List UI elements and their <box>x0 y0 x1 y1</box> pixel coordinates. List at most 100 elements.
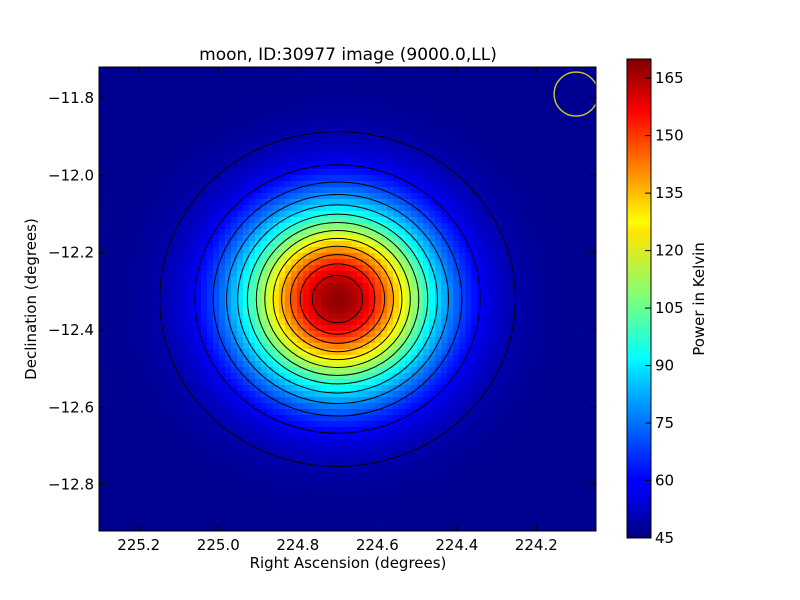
heatmap-cell <box>441 229 448 236</box>
heatmap-cell <box>549 103 556 110</box>
heatmap-cell <box>285 415 292 422</box>
heatmap-cell <box>363 103 370 110</box>
heatmap-cell <box>591 193 596 200</box>
heatmap-cell <box>129 229 136 236</box>
heatmap-cell <box>105 163 112 170</box>
heatmap-cell <box>429 319 436 326</box>
heatmap-cell <box>123 217 130 224</box>
heatmap-cell <box>447 175 454 182</box>
heatmap-cell <box>321 115 328 122</box>
heatmap-cell <box>441 151 448 158</box>
heatmap-cell <box>375 271 382 278</box>
heatmap-cell <box>375 193 382 200</box>
heatmap-cell <box>243 151 250 158</box>
heatmap-cell <box>219 265 226 272</box>
heatmap-cell <box>447 187 454 194</box>
heatmap-cell <box>111 181 118 188</box>
heatmap-cell <box>219 109 226 116</box>
heatmap-cell <box>399 409 406 416</box>
heatmap-cell <box>387 307 394 314</box>
heatmap-cell <box>171 175 178 182</box>
heatmap-cell <box>189 253 196 260</box>
heatmap-cell <box>117 217 124 224</box>
heatmap-cell <box>435 145 442 152</box>
heatmap-cell <box>483 151 490 158</box>
heatmap-cell <box>591 289 596 296</box>
heatmap-cell <box>471 331 478 338</box>
heatmap-cell <box>231 253 238 260</box>
heatmap-cell <box>327 421 334 428</box>
heatmap-cell <box>237 301 244 308</box>
heatmap-cell <box>441 103 448 110</box>
heatmap-cell <box>423 325 430 332</box>
heatmap-cell <box>429 103 436 110</box>
heatmap-cell <box>519 133 526 140</box>
heatmap-cell <box>99 277 106 284</box>
heatmap-cell <box>135 175 142 182</box>
heatmap-cell <box>549 421 556 428</box>
heatmap-cell <box>483 67 490 74</box>
heatmap-cell <box>135 283 142 290</box>
heatmap-cell <box>273 97 280 104</box>
heatmap-cell <box>159 67 166 74</box>
heatmap-cell <box>369 319 376 326</box>
heatmap-cell <box>531 235 538 242</box>
heatmap-cell <box>447 367 454 374</box>
heatmap-cell <box>393 151 400 158</box>
heatmap-cell <box>315 277 322 284</box>
heatmap-cell <box>219 367 226 374</box>
heatmap-cell <box>465 151 472 158</box>
heatmap-cell <box>309 289 316 296</box>
heatmap-cell <box>393 235 400 242</box>
heatmap-cell <box>477 367 484 374</box>
heatmap-cell <box>213 289 220 296</box>
heatmap-cell <box>375 253 382 260</box>
heatmap-cell <box>153 379 160 386</box>
heatmap-cell <box>159 127 166 134</box>
heatmap-cell <box>429 331 436 338</box>
heatmap-cell <box>531 385 538 392</box>
heatmap-cell <box>489 313 496 320</box>
heatmap-cell <box>159 121 166 128</box>
heatmap-cell <box>279 67 286 74</box>
heatmap-cell <box>549 109 556 116</box>
heatmap-cell <box>309 355 316 362</box>
heatmap-cell <box>435 151 442 158</box>
heatmap-cell <box>255 193 262 200</box>
heatmap-cell <box>567 85 574 92</box>
heatmap-cell <box>501 283 508 290</box>
heatmap-cell <box>267 199 274 206</box>
heatmap-cell <box>201 373 208 380</box>
heatmap-cell <box>189 235 196 242</box>
heatmap-cell <box>579 163 586 170</box>
heatmap-cell <box>237 97 244 104</box>
heatmap-cell <box>549 265 556 272</box>
heatmap-cell <box>333 421 340 428</box>
heatmap-cell <box>267 301 274 308</box>
heatmap-cell <box>183 409 190 416</box>
heatmap-cell <box>501 157 508 164</box>
heatmap-cell <box>195 259 202 266</box>
heatmap-cell <box>279 325 286 332</box>
heatmap-cell <box>375 247 382 254</box>
heatmap-cell <box>309 193 316 200</box>
heatmap-cell <box>171 397 178 404</box>
heatmap-cell <box>519 307 526 314</box>
heatmap-cell <box>243 199 250 206</box>
heatmap-cell <box>255 415 262 422</box>
heatmap-cell <box>387 403 394 410</box>
heatmap-cell <box>363 385 370 392</box>
heatmap-cell <box>333 343 340 350</box>
heatmap-cell <box>111 217 118 224</box>
heatmap-cell <box>237 241 244 248</box>
heatmap-cell <box>405 133 412 140</box>
heatmap-cell <box>477 241 484 248</box>
heatmap-cell <box>297 211 304 218</box>
heatmap-cell <box>561 415 568 422</box>
heatmap-cell <box>531 127 538 134</box>
heatmap-cell <box>585 115 592 122</box>
heatmap-cell <box>537 391 544 398</box>
heatmap-cell <box>489 115 496 122</box>
heatmap-cell <box>135 91 142 98</box>
heatmap-cell <box>261 415 268 422</box>
